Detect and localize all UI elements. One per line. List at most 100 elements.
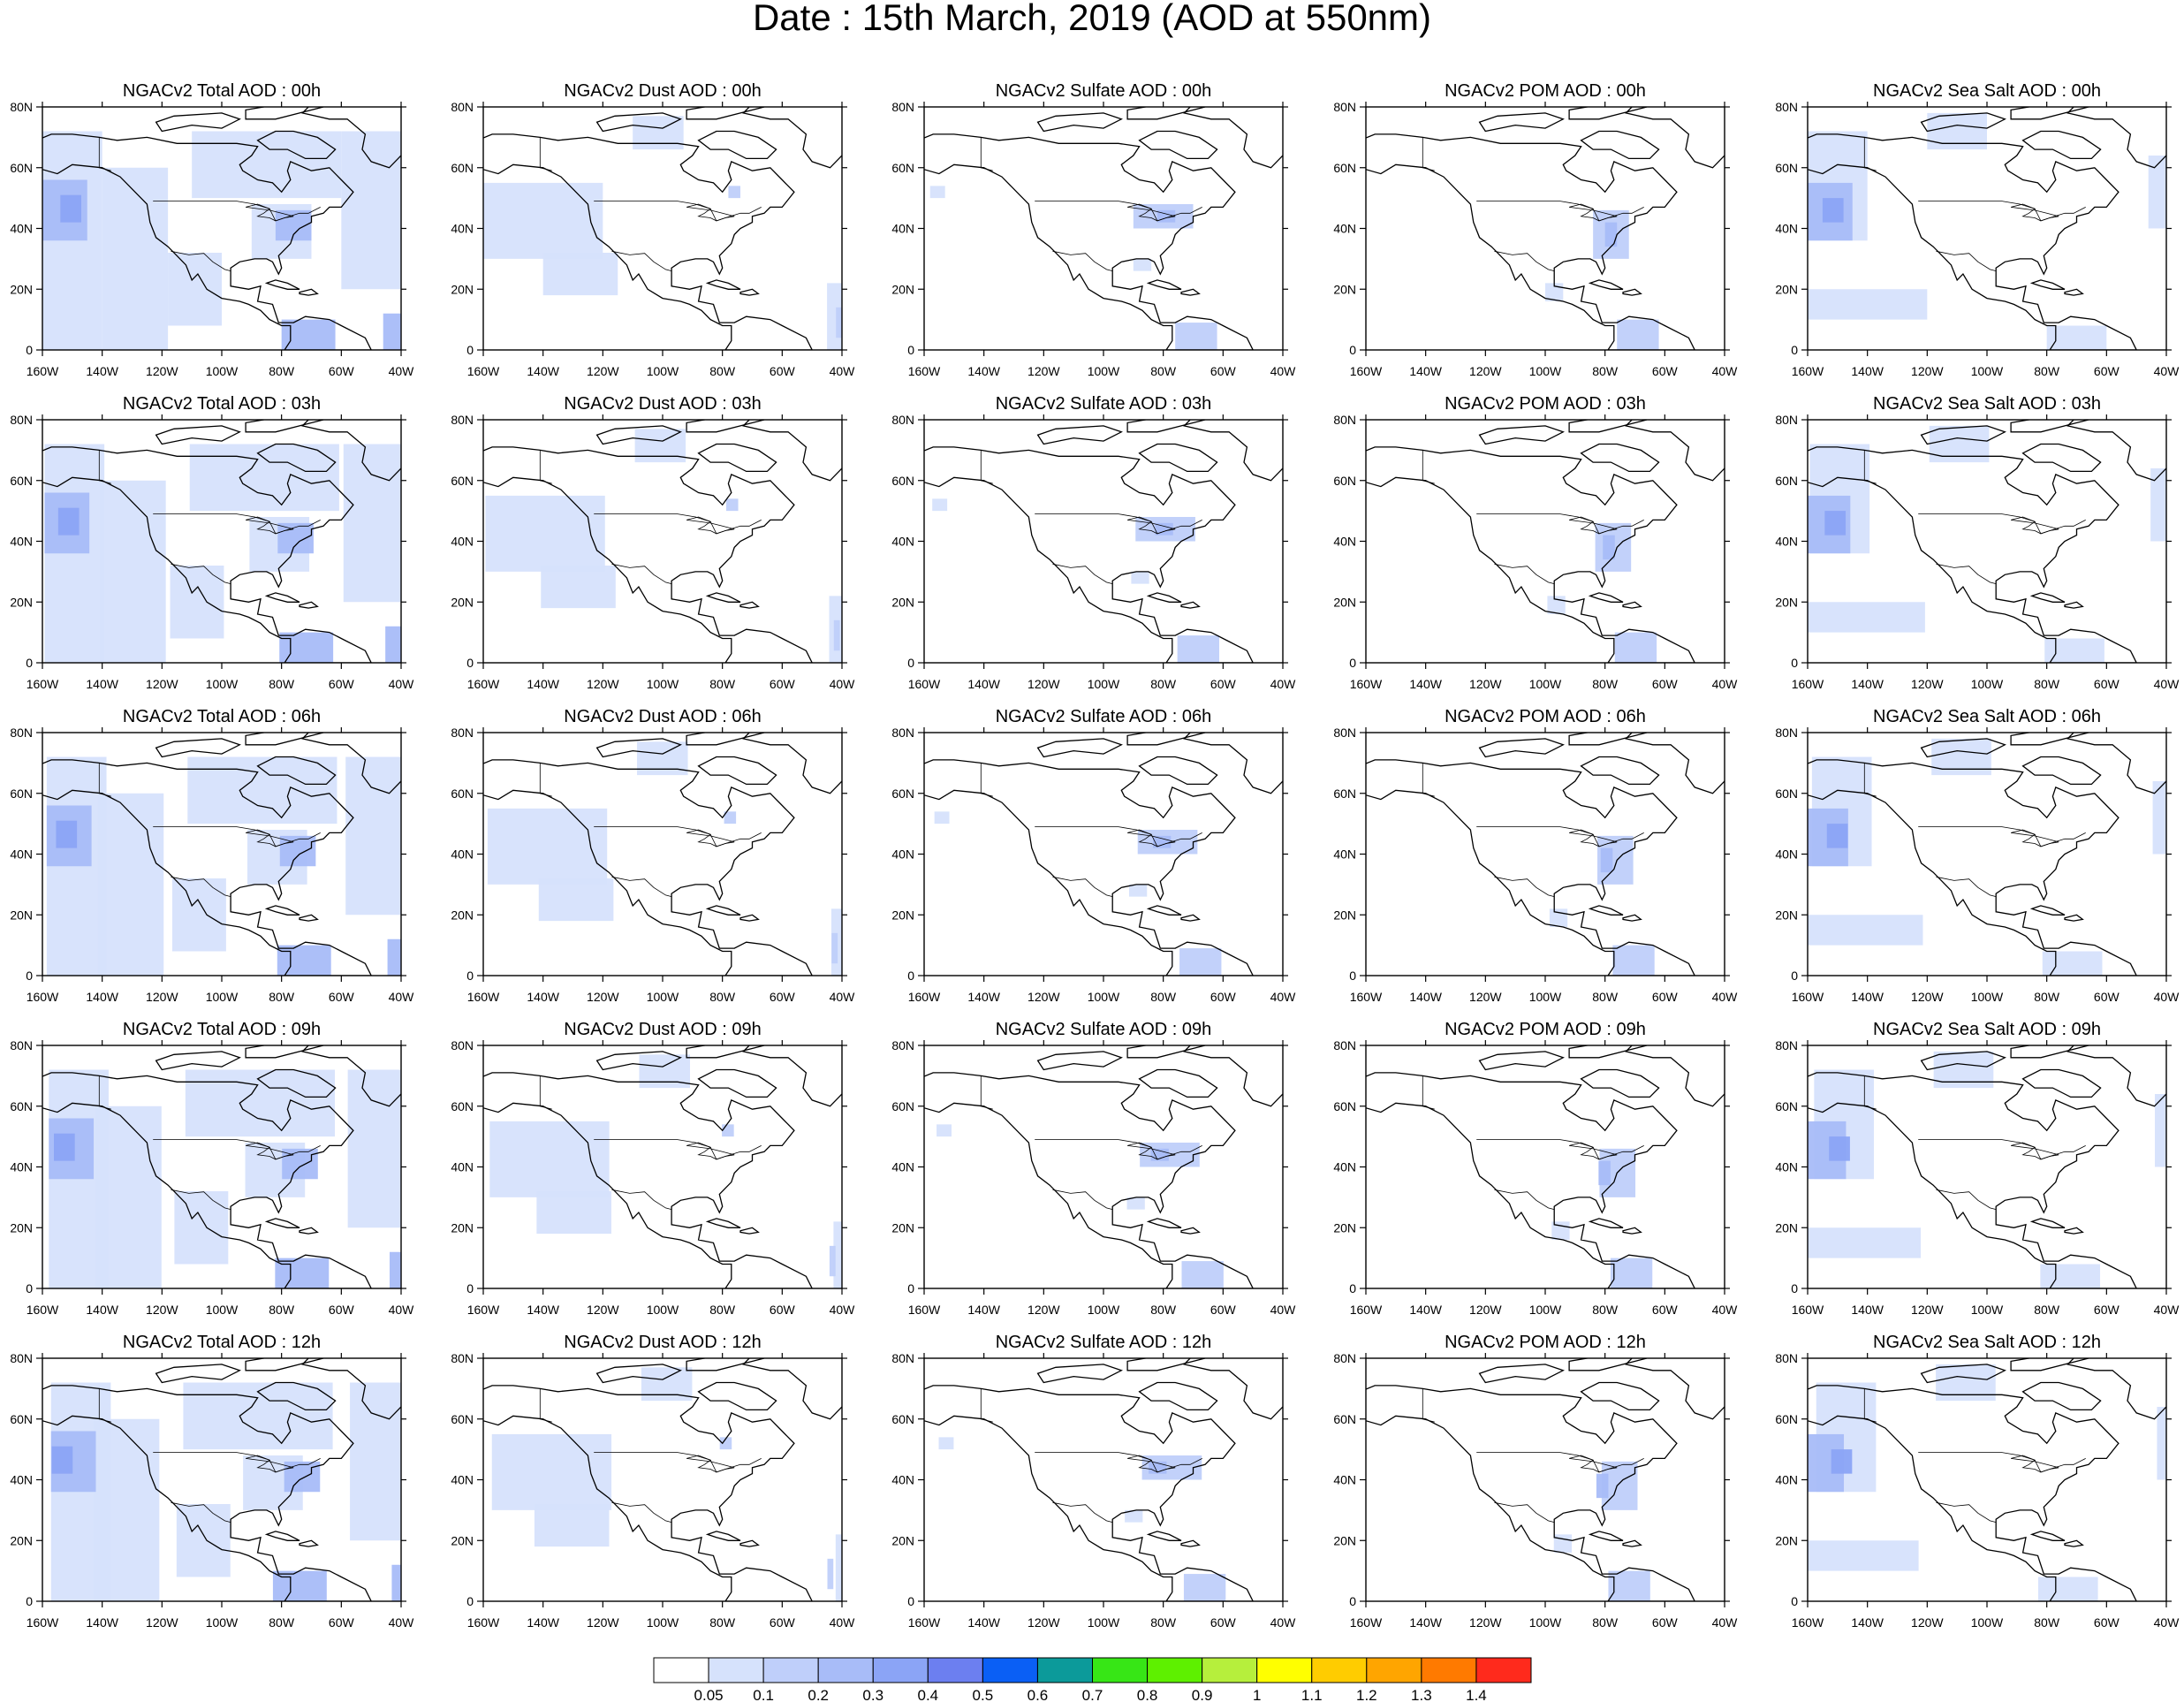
panel-title: NGACv2 Sea Salt AOD : 00h <box>1873 81 2101 101</box>
lon-tick-label: 120W <box>1469 1303 1502 1317</box>
aod-patch <box>932 498 948 512</box>
lat-tick-label: 80N <box>10 1351 33 1365</box>
aod-patch <box>1808 1540 1919 1571</box>
lat-tick-label: 20N <box>10 1220 33 1235</box>
aod-patch <box>1824 511 1847 536</box>
aod-patch <box>1126 1197 1145 1210</box>
aod-patch <box>836 307 842 338</box>
aod-patch <box>937 1124 952 1137</box>
lat-tick-label: 0 <box>1349 1594 1356 1608</box>
lon-tick-label: 160W <box>1350 1303 1383 1317</box>
lon-tick-label: 100W <box>1971 1303 2004 1317</box>
lon-tick-label: 80W <box>709 364 736 378</box>
lat-tick-label: 80N <box>1775 100 1798 114</box>
aod-patch <box>174 1191 229 1265</box>
aod-patch <box>538 878 614 922</box>
map-panel-seasalt-09h: 160W 140W 120W 100W 80W 60W 40W 0 20N 40N 60N 80N NG… <box>1775 1020 2180 1317</box>
map-panel-total-09h: 160W 140W 120W 100W 80W 60W 40W 0 20N 40N 60N 80N NG… <box>10 1020 414 1317</box>
lat-tick-label: 60N <box>451 1099 474 1113</box>
aod-patch <box>2157 1407 2166 1480</box>
lat-tick-label: 80N <box>10 100 33 114</box>
map-panel-pom-00h: 160W 140W 120W 100W 80W 60W 40W 0 20N 40N 60N 80N NG… <box>1333 81 1738 378</box>
lon-tick-label: 60W <box>329 1303 355 1317</box>
lon-tick-label: 140W <box>1409 990 1442 1004</box>
lon-tick-label: 80W <box>269 364 295 378</box>
lat-tick-label: 0 <box>26 1594 33 1608</box>
lon-tick-label: 140W <box>527 990 559 1004</box>
aod-patch <box>2155 1094 2166 1167</box>
lon-tick-label: 120W <box>1911 677 1944 691</box>
lon-tick-label: 100W <box>206 364 239 378</box>
lat-tick-label: 40N <box>1333 1160 1356 1174</box>
aod-patch <box>171 878 226 952</box>
lon-tick-label: 160W <box>1792 364 1824 378</box>
panel-title: NGACv2 Sulfate AOD : 09h <box>996 1020 1212 1039</box>
lat-tick-label: 0 <box>26 1281 33 1295</box>
lon-tick-label: 120W <box>587 677 619 691</box>
lat-tick-label: 60N <box>891 1412 914 1426</box>
aod-patch <box>2040 1264 2101 1288</box>
panel-title: NGACv2 Total AOD : 12h <box>123 1333 321 1352</box>
lat-tick-label: 40N <box>891 222 914 236</box>
aod-patch <box>281 319 336 350</box>
lat-tick-label: 60N <box>10 1412 33 1426</box>
lon-tick-label: 160W <box>1792 1303 1824 1317</box>
panel-title: NGACv2 Sulfate AOD : 03h <box>996 394 1212 414</box>
lon-tick-label: 160W <box>27 677 59 691</box>
lon-tick-label: 40W <box>1712 1303 1739 1317</box>
aod-patch <box>279 835 316 867</box>
colorbar-swatch <box>1036 1657 1093 1683</box>
colorbar-label: 1.2 <box>1356 1687 1377 1702</box>
lat-tick-label: 40N <box>1333 1473 1356 1487</box>
lat-tick-label: 40N <box>10 1160 33 1174</box>
aod-patch <box>1175 323 1217 350</box>
lon-tick-label: 140W <box>86 1303 118 1317</box>
map-panel-dust-09h: 160W 140W 120W 100W 80W 60W 40W 0 20N 40N 60N 80N NG… <box>451 1020 855 1317</box>
lat-tick-label: 40N <box>1333 535 1356 549</box>
lon-tick-label: 40W <box>389 677 415 691</box>
lat-tick-label: 60N <box>1333 161 1356 175</box>
aod-patch <box>345 756 401 916</box>
lon-tick-label: 40W <box>2154 364 2180 378</box>
lon-tick-label: 100W <box>206 677 239 691</box>
lon-tick-label: 160W <box>467 990 500 1004</box>
lon-tick-label: 40W <box>389 364 415 378</box>
aod-patch <box>1128 884 1148 897</box>
aod-patch <box>187 756 337 824</box>
lon-tick-label: 140W <box>1851 677 1884 691</box>
lon-tick-label: 40W <box>1270 1303 1297 1317</box>
colorbar-swatch <box>982 1657 1038 1683</box>
lon-tick-label: 40W <box>2154 990 2180 1004</box>
lat-tick-label: 0 <box>1791 969 1798 983</box>
lat-tick-label: 60N <box>10 474 33 488</box>
lon-tick-label: 120W <box>1028 1303 1060 1317</box>
lon-tick-label: 140W <box>527 1615 559 1630</box>
aod-patch <box>637 741 688 776</box>
lon-tick-label: 140W <box>967 1615 1000 1630</box>
lon-tick-label: 120W <box>146 1615 178 1630</box>
panel-title: NGACv2 Total AOD : 00h <box>123 81 321 101</box>
lon-tick-label: 100W <box>206 1303 239 1317</box>
aod-patch <box>1177 635 1220 663</box>
lat-tick-label: 40N <box>451 1160 474 1174</box>
aod-patch <box>1826 824 1848 848</box>
lon-tick-label: 160W <box>467 1303 500 1317</box>
aod-patch <box>833 1221 842 1288</box>
lat-tick-label: 20N <box>1775 1533 1798 1547</box>
lon-tick-label: 160W <box>908 990 941 1004</box>
lat-tick-label: 0 <box>907 1281 914 1295</box>
lon-tick-label: 40W <box>1712 364 1739 378</box>
lon-tick-label: 60W <box>1652 364 1679 378</box>
lon-tick-label: 40W <box>1270 990 1297 1004</box>
lat-tick-label: 60N <box>451 1412 474 1426</box>
aod-patch <box>1612 945 1655 976</box>
panel-title: NGACv2 Sulfate AOD : 06h <box>996 707 1212 726</box>
lon-tick-label: 160W <box>27 1615 59 1630</box>
lat-tick-label: 60N <box>1775 1412 1798 1426</box>
lat-tick-label: 0 <box>1349 343 1356 357</box>
lon-tick-label: 160W <box>1350 677 1383 691</box>
lat-tick-label: 0 <box>466 343 474 357</box>
lat-tick-label: 80N <box>1333 726 1356 740</box>
lat-tick-label: 20N <box>891 282 914 296</box>
lon-tick-label: 60W <box>1210 677 1237 691</box>
